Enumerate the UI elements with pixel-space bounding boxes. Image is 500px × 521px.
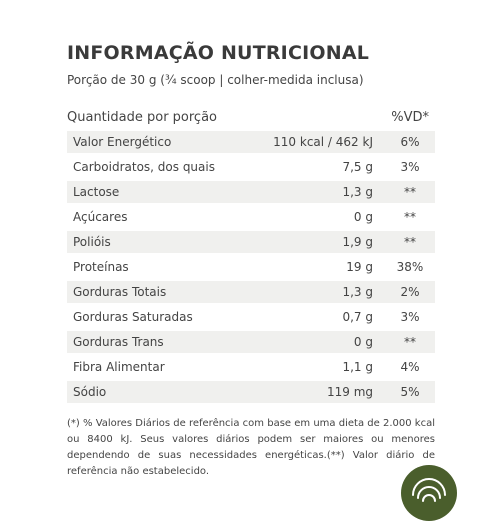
portion-size: Porção de 30 g (¾ scoop | colher-medida … — [67, 73, 364, 87]
nutrient-vd: 3% — [400, 310, 420, 324]
nutrient-vd: ** — [385, 331, 435, 353]
nutrient-name: Carboidratos, dos quais — [73, 160, 215, 174]
nutrition-panel: INFORMAÇÃO NUTRICIONAL Porção de 30 g (¾… — [67, 40, 435, 480]
nutrient-name: Polióis — [67, 231, 243, 253]
nutrient-name: Valor Energético — [67, 131, 243, 153]
nutrient-amount: 19 g — [346, 260, 373, 274]
nutrient-amount: 1,3 g — [243, 281, 385, 303]
table-header: Quantidade por porção %VD* — [67, 108, 435, 126]
nutrient-amount: 0 g — [243, 331, 385, 353]
nutrient-vd: ** — [385, 181, 435, 203]
footnote: (*) % Valores Diários de referência com … — [67, 418, 435, 477]
nutrient-name: Fibra Alimentar — [73, 360, 165, 374]
nutrient-name: Gorduras Trans — [67, 331, 243, 353]
page-title: INFORMAÇÃO NUTRICIONAL — [67, 42, 370, 64]
table-row: Açúcares 0 g ** — [67, 206, 435, 228]
table-row: Sódio 119 mg 5% — [67, 381, 435, 403]
nutrient-amount: 110 kcal / 462 kJ — [243, 131, 385, 153]
nutrient-name: Proteínas — [73, 260, 129, 274]
nutrient-vd: 3% — [400, 160, 420, 174]
nutrient-amount: 7,5 g — [342, 160, 373, 174]
quantity-header: Quantidade por porção — [67, 109, 218, 125]
table-row: Lactose 1,3 g ** — [67, 181, 435, 203]
nutrient-name: Lactose — [67, 181, 243, 203]
table-row: Gorduras Totais 1,3 g 2% — [67, 281, 435, 303]
nutrient-vd: 5% — [385, 381, 435, 403]
table-row: Proteínas 19 g 38% — [67, 256, 435, 278]
table-row: Gorduras Trans 0 g ** — [67, 331, 435, 353]
nutrient-vd: 6% — [385, 131, 435, 153]
nutrient-amount: 1,1 g — [342, 360, 373, 374]
nutrient-vd: 4% — [400, 360, 420, 374]
table-row: Gorduras Saturadas 0,7 g 3% — [67, 306, 435, 328]
nutrient-amount: 119 mg — [243, 381, 385, 403]
table-row: Fibra Alimentar 1,1 g 4% — [67, 356, 435, 378]
nutrient-vd: 38% — [396, 260, 424, 274]
nutrient-name: Gorduras Saturadas — [73, 310, 193, 324]
nutrient-amount: 0,7 g — [342, 310, 373, 324]
nutrient-vd: ** — [385, 231, 435, 253]
table-row: Polióis 1,9 g ** — [67, 231, 435, 253]
nutrient-amount: 1,9 g — [243, 231, 385, 253]
nutrient-amount: 0 g — [353, 210, 373, 224]
nutrition-table: Valor Energético 110 kcal / 462 kJ 6% Carbo… — [67, 128, 435, 406]
vd-header: %VD* — [391, 109, 429, 125]
nutrient-amount: 1,3 g — [243, 181, 385, 203]
nutrient-name: Açúcares — [73, 210, 128, 224]
table-row: Carboidratos, dos quais 7,5 g 3% — [67, 156, 435, 178]
badge — [401, 465, 457, 521]
nutrient-name: Gorduras Totais — [67, 281, 243, 303]
nutrient-vd: 2% — [385, 281, 435, 303]
table-row: Valor Energético 110 kcal / 462 kJ 6% — [67, 131, 435, 153]
fingerprint-icon — [412, 478, 446, 502]
nutrient-name: Sódio — [67, 381, 243, 403]
nutrient-vd: ** — [404, 210, 416, 224]
